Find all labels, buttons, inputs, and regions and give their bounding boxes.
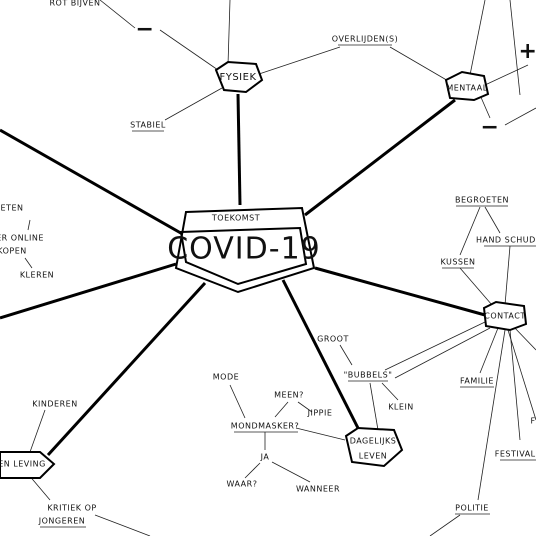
node-shapes [0,60,528,479]
node-label: EN LEVING [0,460,46,469]
node-label: FESTIVALS [495,450,536,459]
node-label: MEEN? [274,391,304,400]
node-label: + [519,39,536,64]
node-label: ETEN [1,204,24,213]
node-label: F [530,417,535,426]
node-label: "BUBBELS" [344,371,393,380]
node-label: WAAR? [227,480,258,489]
node-label: COVID-19 [167,232,321,267]
node-label: FYSIEK [219,72,256,83]
node-label: − [481,115,500,140]
node-label: STABIEL [130,121,166,130]
node-label: JA [260,453,270,462]
node-label: POLITIE [455,504,489,513]
node-label: MODE [213,373,239,382]
node-label: DAGELIJKS [350,437,397,446]
node-label: MENTAAL [446,84,487,93]
node-label: WANNEER [296,485,340,494]
underlines [40,44,536,528]
node-label: OVERLIJDEN(S) [332,35,398,44]
node-label: CONTACT [484,312,525,321]
node-label: ROT BIJVEN [49,0,100,8]
node-label: KRITIEK OP [47,504,96,513]
node-label: LEVEN [359,452,388,461]
node-label: JIPPIE [307,409,333,418]
node-label: BEGROETEN [455,196,509,205]
node-label: − [136,17,155,42]
node-label: MONDMASKER? [231,422,299,431]
node-label: KLEREN [20,271,54,280]
node-label: JONGEREN [38,517,86,526]
node-label: KOPEN [0,247,27,256]
node-label: TOEKOMST [211,214,260,223]
node-label: GROOT [317,335,349,344]
node-label: HAND SCHUDDE [476,236,536,245]
node-label: KLEIN [388,403,414,412]
node-label: KINDEREN [32,400,77,409]
node-label: FAMILIE [460,377,494,386]
node-label: KUSSEN [440,258,475,267]
node-label: ER ONLINE [0,234,44,243]
